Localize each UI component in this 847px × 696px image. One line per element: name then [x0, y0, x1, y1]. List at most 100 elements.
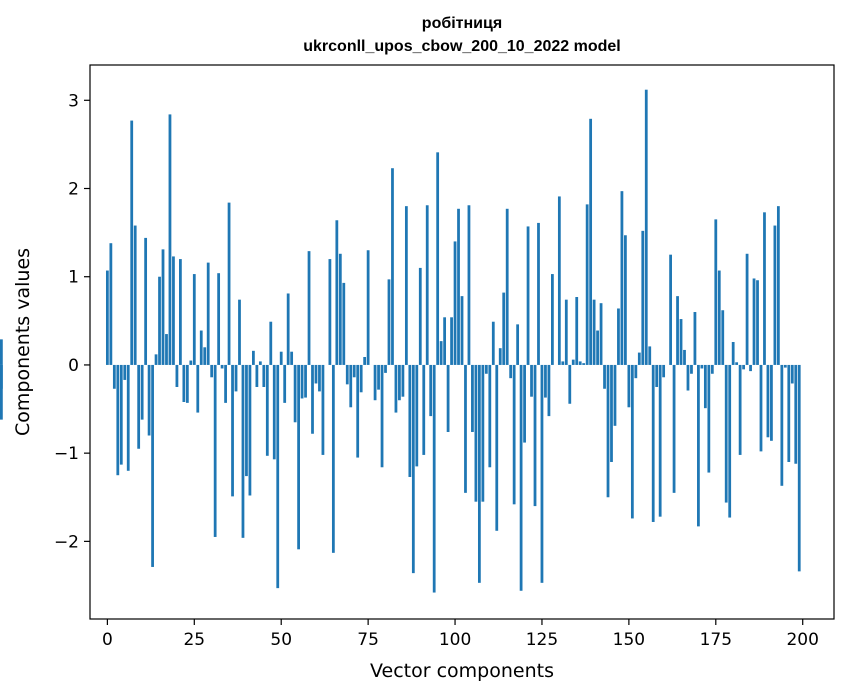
bars-group — [0, 89, 801, 593]
bar — [137, 364, 141, 449]
y-tick-label: −1 — [54, 444, 79, 464]
bar — [561, 361, 565, 365]
bar — [547, 364, 551, 417]
bar — [585, 204, 589, 365]
bar — [199, 330, 203, 365]
bar — [495, 364, 499, 531]
bar — [126, 364, 130, 471]
bar — [498, 348, 502, 365]
bar — [338, 253, 342, 365]
bar — [297, 364, 300, 550]
bar — [637, 352, 641, 365]
bar — [373, 364, 377, 401]
bar — [398, 364, 401, 401]
bar — [603, 364, 606, 389]
bar — [686, 364, 690, 391]
bar — [763, 212, 766, 365]
bar — [728, 364, 732, 518]
bar — [411, 364, 415, 574]
bar — [206, 262, 210, 365]
bar — [648, 346, 652, 365]
bar — [234, 364, 238, 392]
bar — [224, 364, 227, 403]
bar — [387, 279, 391, 365]
bar — [700, 364, 704, 369]
bar — [731, 342, 735, 365]
bar — [311, 364, 314, 434]
bar — [575, 297, 579, 365]
bar — [418, 267, 422, 365]
bar — [300, 364, 304, 399]
bar — [568, 364, 572, 404]
bar — [776, 206, 780, 365]
bar — [151, 364, 154, 567]
bar — [345, 364, 349, 385]
bar — [293, 364, 297, 423]
bar — [484, 364, 488, 374]
bar — [627, 364, 631, 408]
bar — [533, 364, 537, 507]
chart-title-line2: ukrconll_upos_cbow_200_10_2022 model — [303, 38, 620, 55]
bar — [464, 364, 467, 493]
bar — [432, 364, 436, 593]
x-tick-label: 0 — [102, 630, 113, 650]
bar — [140, 364, 144, 420]
x-axis-ticks: 0 25 50 75 100 125 150 175 200 — [102, 619, 819, 650]
bar — [248, 364, 252, 496]
bar — [220, 364, 224, 369]
plot-frame — [89, 64, 835, 620]
x-tick-label: 50 — [270, 630, 292, 650]
y-axis-label: Components values — [12, 248, 34, 436]
bar — [356, 364, 360, 458]
bar — [596, 330, 599, 365]
bar — [460, 296, 464, 365]
bar — [179, 259, 182, 365]
bar — [290, 351, 294, 365]
bar — [158, 276, 161, 365]
bar — [408, 364, 412, 477]
bar — [161, 249, 165, 365]
bar — [634, 364, 638, 379]
bar — [255, 364, 259, 387]
bar — [477, 364, 481, 583]
bar — [745, 253, 749, 365]
bar — [787, 364, 791, 462]
x-tick-label: 200 — [786, 630, 818, 650]
bar — [352, 364, 356, 378]
bar — [262, 364, 266, 387]
bar — [474, 364, 478, 502]
bar — [530, 364, 533, 397]
bar — [794, 364, 798, 464]
bar — [359, 364, 363, 393]
bar — [349, 364, 353, 408]
bar — [258, 361, 262, 365]
bar — [519, 364, 523, 591]
bar — [564, 299, 568, 365]
bar — [658, 364, 662, 517]
bar — [380, 364, 384, 468]
bar — [210, 364, 214, 378]
bar — [116, 364, 120, 476]
bar — [540, 364, 544, 583]
y-tick-label: 2 — [68, 180, 79, 200]
bar — [655, 364, 659, 387]
bar — [467, 205, 471, 365]
bar — [738, 364, 742, 455]
bar — [717, 270, 721, 365]
bar — [578, 361, 582, 365]
bar — [735, 362, 739, 365]
chart-title-line1: робітниця — [422, 15, 502, 32]
bar — [439, 341, 443, 365]
bar — [457, 208, 460, 365]
y-axis-ticks: −2 −1 0 1 2 3 — [54, 91, 90, 552]
bar — [610, 364, 613, 462]
bar — [130, 120, 134, 365]
bar — [342, 282, 346, 365]
bar — [509, 364, 513, 379]
bar — [203, 347, 207, 365]
bar — [690, 364, 693, 374]
bar — [304, 364, 307, 398]
bar — [752, 278, 756, 365]
bar — [592, 299, 596, 365]
bar — [505, 208, 509, 365]
